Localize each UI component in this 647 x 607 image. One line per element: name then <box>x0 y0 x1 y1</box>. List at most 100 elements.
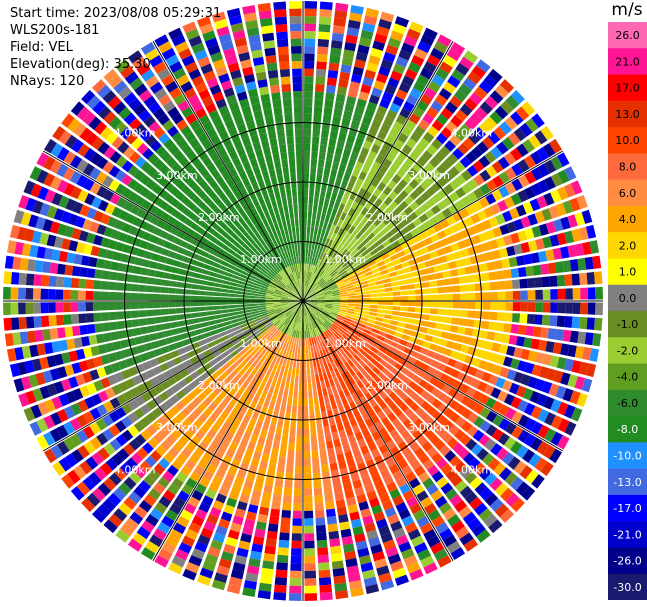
velocity-gate <box>181 54 195 67</box>
velocity-gate <box>385 350 394 358</box>
velocity-gate <box>44 399 56 413</box>
velocity-gate <box>358 37 372 48</box>
velocity-gate <box>334 178 342 187</box>
velocity-gate <box>318 316 326 323</box>
velocity-gate <box>492 226 503 238</box>
velocity-gate <box>158 427 170 439</box>
velocity-gate <box>226 414 235 425</box>
velocity-gate <box>291 291 298 297</box>
velocity-gate <box>374 394 383 404</box>
velocity-gate <box>464 266 474 275</box>
velocity-gate <box>250 376 258 386</box>
velocity-gate <box>300 241 303 249</box>
velocity-gate <box>261 25 274 35</box>
velocity-gate <box>58 195 70 209</box>
velocity-gate <box>340 305 348 308</box>
velocity-gate <box>113 80 128 94</box>
velocity-gate <box>224 324 233 331</box>
velocity-gate <box>466 425 479 437</box>
velocity-gate <box>93 380 104 392</box>
velocity-gate <box>313 311 320 317</box>
velocity-gate <box>298 256 301 264</box>
velocity-gate <box>56 409 69 423</box>
velocity-gate <box>361 263 370 271</box>
velocity-gate <box>524 170 537 185</box>
velocity-gate <box>177 275 186 282</box>
velocity-gate <box>101 322 111 332</box>
velocity-gate <box>234 115 245 126</box>
velocity-gate <box>306 360 310 369</box>
velocity-gate <box>292 314 297 322</box>
velocity-gate <box>255 319 263 325</box>
velocity-gate <box>324 246 330 255</box>
velocity-gate <box>153 278 163 286</box>
velocity-gate <box>198 502 211 513</box>
velocity-gate <box>130 283 139 292</box>
colorbar-segment <box>608 311 647 338</box>
velocity-gate <box>344 41 357 52</box>
velocity-gate <box>362 304 371 308</box>
velocity-gate <box>310 329 315 338</box>
velocity-gate <box>549 275 558 287</box>
velocity-gate <box>153 316 163 324</box>
velocity-gate <box>292 249 296 257</box>
velocity-gate <box>377 461 388 472</box>
velocity-gate <box>207 320 216 326</box>
velocity-gate <box>253 253 261 261</box>
velocity-gate <box>275 355 282 364</box>
velocity-gate <box>141 199 152 211</box>
velocity-gate <box>439 61 453 74</box>
velocity-gate <box>402 101 415 113</box>
velocity-gate <box>165 54 180 67</box>
velocity-gate <box>557 288 566 300</box>
velocity-gate <box>268 334 275 342</box>
velocity-gate <box>245 572 259 583</box>
velocity-gate <box>153 286 162 293</box>
velocity-gate <box>431 119 444 132</box>
velocity-gate <box>543 192 555 206</box>
velocity-gate <box>429 156 441 168</box>
velocity-gate <box>556 232 567 246</box>
velocity-gate <box>134 434 147 446</box>
velocity-gate <box>239 154 249 164</box>
velocity-gate <box>529 198 541 212</box>
velocity-gate <box>233 353 242 361</box>
velocity-gate <box>354 291 363 296</box>
velocity-gate <box>482 453 495 466</box>
velocity-gate <box>220 292 229 297</box>
velocity-gate <box>162 272 171 280</box>
velocity-gate <box>313 328 319 336</box>
velocity-gate <box>25 287 34 300</box>
velocity-gate <box>398 316 407 323</box>
velocity-gate <box>304 278 307 287</box>
velocity-gate <box>168 280 177 288</box>
velocity-gate <box>351 261 360 269</box>
velocity-gate <box>251 489 262 499</box>
velocity-gate <box>379 493 391 504</box>
velocity-gate <box>471 65 486 79</box>
velocity-gate <box>94 323 103 333</box>
velocity-gate <box>293 352 298 361</box>
velocity-gate <box>418 379 429 389</box>
velocity-gate <box>228 213 237 223</box>
velocity-gate <box>332 299 341 301</box>
velocity-gate <box>291 181 297 190</box>
velocity-gate <box>367 408 376 418</box>
velocity-gate <box>109 438 122 452</box>
velocity-gate <box>458 83 472 97</box>
velocity-gate <box>303 136 311 144</box>
velocity-gate <box>223 338 232 346</box>
velocity-gate <box>242 587 256 598</box>
velocity-gate <box>422 372 433 383</box>
velocity-gate <box>43 172 56 187</box>
velocity-gate <box>269 138 278 147</box>
velocity-gate <box>174 341 184 349</box>
velocity-gate <box>214 18 228 30</box>
velocity-gate <box>336 218 344 228</box>
velocity-gate <box>228 424 238 435</box>
velocity-gate <box>314 309 322 316</box>
velocity-gate <box>102 498 117 512</box>
velocity-gate <box>310 301 318 303</box>
velocity-gate <box>285 128 294 137</box>
velocity-gate <box>373 354 382 362</box>
